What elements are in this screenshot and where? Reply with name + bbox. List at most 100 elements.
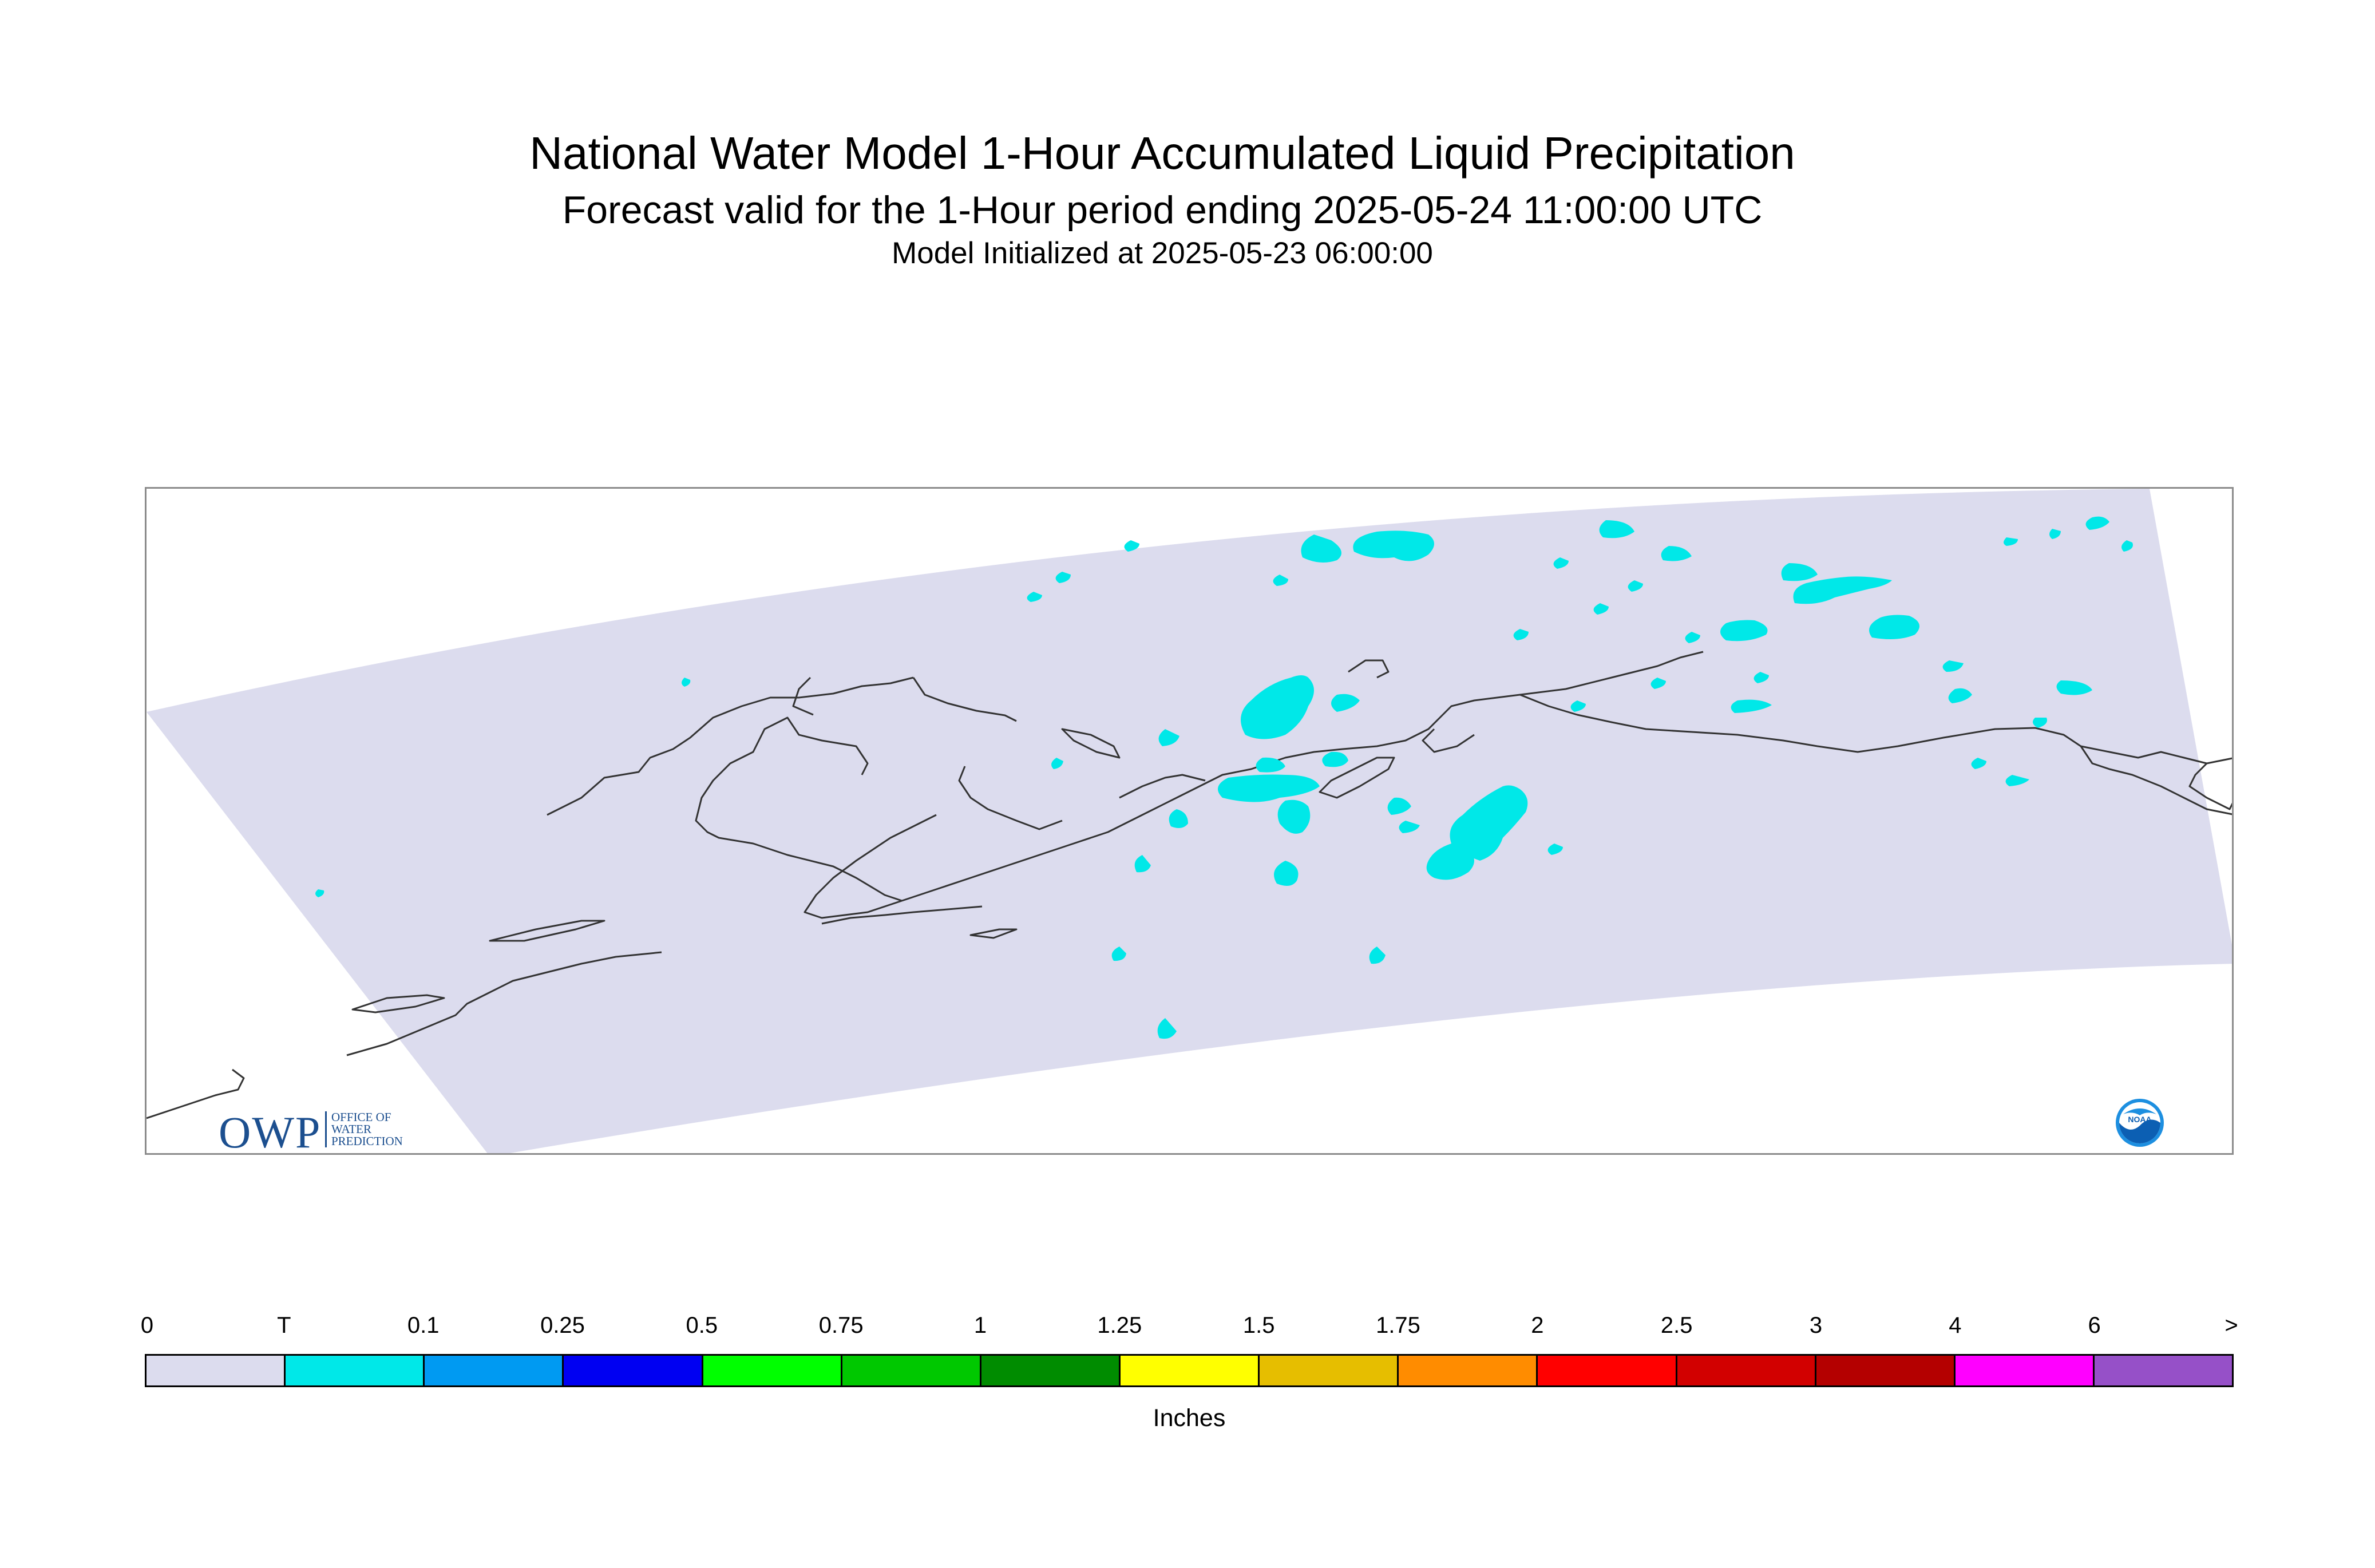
- yakutat-coast: [2080, 746, 2232, 815]
- legend-swatch: [425, 1356, 564, 1385]
- precipitation-areas: [315, 516, 2133, 1039]
- owp-logo-subtitle: OFFICE OF WATER PREDICTION: [325, 1111, 403, 1147]
- legend-tick-label: 3: [1809, 1313, 1823, 1338]
- precip-cell: [1158, 729, 1179, 746]
- legend-swatch: [1120, 1356, 1260, 1385]
- precip-cell: [1426, 843, 1474, 880]
- legend-tick-label: 1: [973, 1313, 987, 1338]
- legend-tick-label: T: [277, 1313, 291, 1338]
- precip-cell: [1387, 797, 1411, 815]
- precip-cell: [1399, 821, 1420, 833]
- precip-cell: [1157, 1018, 1177, 1039]
- legend-swatch: [286, 1356, 425, 1385]
- precip-cell: [1628, 580, 1643, 592]
- legend-swatch: [1816, 1356, 1956, 1385]
- precip-cell: [1169, 809, 1188, 829]
- legend-swatch: [1677, 1356, 1816, 1385]
- owp-logo-line-1: OFFICE OF: [331, 1110, 391, 1124]
- legend-swatch: [981, 1356, 1121, 1385]
- precip-cell: [1570, 700, 1586, 712]
- precip-cell: [1301, 534, 1341, 563]
- precip-cell: [1218, 774, 1320, 802]
- legend-tick-label: 0.5: [686, 1313, 718, 1338]
- owp-logo-line-2: WATER: [331, 1122, 371, 1136]
- legend-tick-label: 0.1: [407, 1313, 440, 1338]
- precip-cell: [1124, 540, 1139, 552]
- bristol-bay-coast: [958, 766, 1063, 830]
- noaa-logo-text: NOAA: [2128, 1115, 2151, 1124]
- legend-tick-label: 0.75: [818, 1313, 864, 1338]
- precip-cell: [1027, 592, 1042, 602]
- precip-cell: [2049, 529, 2061, 539]
- precip-cell: [1450, 785, 1528, 861]
- model-init-line: Model Initialized at 2025-05-23 06:00:00: [892, 236, 1433, 270]
- aleutian-chain: [821, 905, 983, 925]
- legend-swatch: [842, 1356, 981, 1385]
- owp-logo-line-3: PREDICTION: [331, 1134, 403, 1148]
- legend-swatch: [1538, 1356, 1677, 1385]
- precip-cell: [2121, 540, 2133, 552]
- precip-cell: [1793, 576, 1892, 604]
- precip-cell: [1971, 758, 1986, 769]
- lake-iliamna: [1061, 728, 1121, 759]
- kodiak-island: [1319, 757, 1395, 799]
- precip-cell: [1111, 947, 1126, 961]
- precip-cell: [1331, 694, 1360, 712]
- legend-swatch: [1399, 1356, 1538, 1385]
- precip-cell: [1273, 575, 1288, 586]
- precip-cell: [1353, 530, 1434, 561]
- precip-cell: [1134, 855, 1151, 873]
- precip-cell: [1051, 758, 1063, 769]
- precip-cell: [1055, 572, 1071, 583]
- precip-cell: [2056, 680, 2092, 695]
- legend-swatch: [564, 1356, 703, 1385]
- precip-cell: [1593, 603, 1609, 615]
- precipitation-map[interactable]: OWP OFFICE OF WATER PREDICTION NOAA: [145, 487, 2234, 1155]
- forecast-valid-subtitle: Forecast valid for the 1-Hour period end…: [562, 188, 1763, 232]
- owp-logo-letters: OWP: [219, 1107, 322, 1155]
- precip-cell: [315, 889, 324, 897]
- owp-logo: OWP OFFICE OF WATER PREDICTION: [219, 1107, 459, 1153]
- precip-cell: [1547, 844, 1563, 855]
- legend-swatch: [703, 1356, 842, 1385]
- precip-cell: [1731, 699, 1772, 713]
- title-block: National Water Model 1-Hour Accumulated …: [0, 0, 2375, 286]
- precip-cell: [682, 678, 691, 687]
- precip-cell: [1274, 861, 1299, 886]
- legend-tick-label: 4: [1949, 1313, 1962, 1338]
- prince-william-sound: [1422, 728, 1475, 753]
- legend-tick-label: 1.5: [1242, 1313, 1275, 1338]
- precip-cell: [2033, 718, 2047, 728]
- precipitation-legend: 0 T 0.1 0.25 0.5 0.75 1 1.25 1.5 1.75 2 2.5 3 4 6 > Inc…: [141, 1313, 2238, 1448]
- kenai-coast: [1119, 774, 1206, 799]
- legend-tick-label: 0: [140, 1313, 154, 1338]
- legend-swatch: [147, 1356, 286, 1385]
- precip-cell: [1553, 557, 1569, 569]
- coastlines: [147, 651, 2232, 1119]
- legend-tick-label: 2: [1531, 1313, 1544, 1338]
- model-domain: [147, 489, 2232, 1153]
- precip-cell: [1685, 632, 1700, 643]
- legend-swatch: [2094, 1356, 2232, 1385]
- precip-cell: [1869, 615, 1919, 640]
- precip-cell: [1322, 751, 1348, 767]
- precip-cell: [1256, 757, 1285, 773]
- legend-tick-label: 1.25: [1097, 1313, 1142, 1338]
- precip-cell: [1369, 947, 1386, 964]
- precip-cell: [1720, 620, 1768, 642]
- lake-clark: [969, 928, 1018, 939]
- nunivak-island: [351, 994, 445, 1013]
- coastline-main: [147, 651, 2232, 1119]
- precip-cell: [2004, 537, 2018, 546]
- legend-color-bar: [145, 1354, 2234, 1387]
- precip-cell: [1948, 688, 1972, 703]
- noaa-logo: NOAA: [2116, 1099, 2164, 1147]
- precip-cell: [2005, 775, 2029, 786]
- precip-cell: [1753, 672, 1769, 683]
- map-title: National Water Model 1-Hour Accumulated …: [529, 128, 1795, 179]
- precip-cell: [1650, 678, 1666, 689]
- precip-cell: [1661, 546, 1692, 561]
- precip-cell: [1599, 520, 1634, 538]
- st-lawrence-island: [489, 920, 605, 942]
- legend-swatch: [1955, 1356, 2095, 1385]
